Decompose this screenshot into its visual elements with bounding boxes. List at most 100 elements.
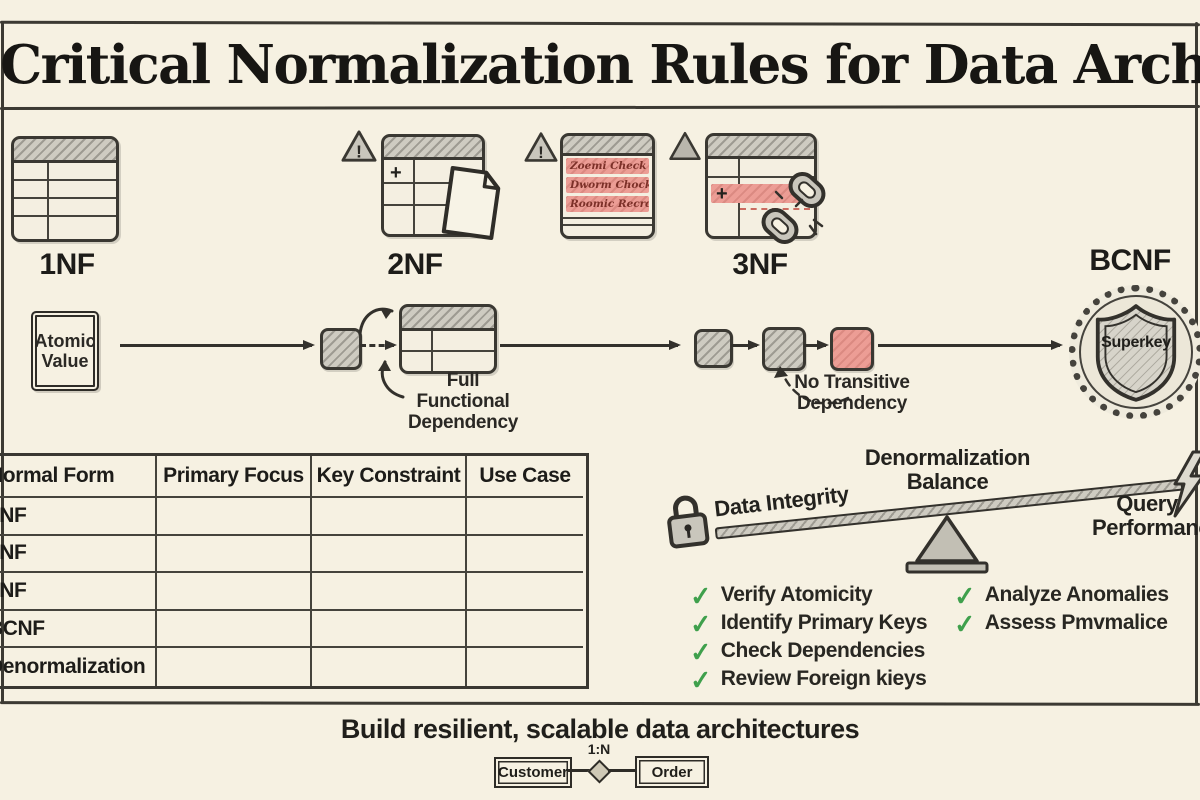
attribute-square [320,328,362,370]
atomic-value-label: Atomic Value [34,331,96,371]
checklist-text: Review Foreign kieys [720,667,927,690]
warning-icon: ! [524,132,558,162]
row-label: BCNF [0,611,155,649]
col-header: Primary Focus [155,456,310,498]
broken-chain-icon [761,171,826,245]
flow-table-icon [399,304,497,374]
document-icon [441,165,501,241]
grid-line [402,350,494,352]
left-border-line [1,22,4,704]
empty-cell [310,573,465,611]
grid-line [563,224,652,226]
attribute-square [694,329,733,368]
lightning-icon [1173,450,1200,518]
er-connector [608,769,635,772]
atomic-value-box: Atomic Value [31,311,99,391]
superkey-shield-icon [1095,304,1177,402]
stage-label-bcnf: BCNF [1089,244,1171,277]
flow-arrow [878,340,1063,350]
1nf-table-icon [11,136,119,242]
warning-icon: ! [341,130,377,162]
empty-cell [465,535,583,574]
row-label: 1NF [0,498,155,536]
er-cardinality: 1:N [587,741,611,757]
row-label: 3NF [0,573,155,611]
er-entity-customer: Customer [494,757,572,788]
flow-arrow-small [804,340,829,350]
plus-key-mark: + [716,183,728,205]
curved-arrow [358,307,394,336]
row-label: Denormalization [0,655,146,679]
grid-line [708,176,814,178]
checklist-text: Assess Pmvmalice [984,611,1168,634]
empty-cell [155,610,310,649]
grid-line [384,182,482,184]
flow-arrow-small [731,340,760,350]
checklist-text: Verify Atomicity [720,583,873,606]
bottom-border-line [0,701,1200,706]
empty-cell [310,498,465,536]
flow-arrow [120,340,315,350]
empty-cell [310,648,465,686]
dashed-arrow [360,340,397,350]
er-entity-label: Order [651,763,693,781]
er-connector [568,769,591,772]
check-icon: ✓ [688,664,713,696]
check-icon: ✓ [688,608,713,640]
fulcrum-icon [905,515,989,574]
checklist-text: Identify Primary Keys [720,611,928,634]
highlighted-row [711,184,811,203]
grid-line [14,179,116,181]
lock-icon [667,495,710,549]
check-icon: ✓ [952,580,977,612]
checklist-item: ✓ Check Dependencies [688,636,925,668]
grid-line [14,215,116,217]
empty-cell [155,573,310,611]
checklist-item: ✓ Verify Atomicity [688,580,873,612]
empty-cell [465,573,583,611]
check-icon: ✓ [688,636,713,668]
transitive-square-red [830,327,874,371]
attribute-square [762,327,806,371]
red-row: Roomic Recrd [566,196,649,212]
1nf-table-header [13,138,117,163]
empty-cell [465,610,583,649]
empty-cell [465,648,583,686]
col-header: Use Case [465,456,583,498]
svg-text:!: ! [538,143,544,162]
grid-line [563,217,652,219]
flow-arrow [500,340,681,350]
2nf-table-header [383,136,483,160]
stage-label-2nf: 2NF [387,248,443,281]
checklist-text: Check Dependencies [720,639,925,662]
empty-cell [155,535,310,574]
check-icon: ✓ [952,608,977,640]
checklist-text: Analyze Anomalies [984,583,1169,606]
curved-arrow [378,360,405,399]
stage-label-3nf: 3NF [732,248,788,281]
title-underline [0,104,1200,111]
anomaly-table-icon: Zoemi Check Dworm Chock Roomic Recrd [560,133,655,239]
triangle-icon [669,131,701,161]
red-row: Zoemi Check [566,158,649,174]
row-label: 2NF [0,536,155,574]
check-icon: ✓ [688,580,713,612]
empty-cell [155,498,310,536]
flow-table-header [401,306,495,331]
normalization-reference-table: Normal Form Primary Focus Key Constraint… [0,453,589,689]
footer-tagline: Build resilient, scalable data architect… [340,714,860,744]
stage-label-1nf: 1NF [39,248,95,281]
top-border-line [0,20,1200,27]
checklist-item: ✓ Analyze Anomalies [952,580,1169,612]
er-entity-order: Order [635,756,709,788]
3nf-table-header [707,135,815,159]
er-entity-label: Customer [497,764,568,781]
balance-title: Denormalization Balance [864,445,1031,494]
checklist-item: ✓ Identify Primary Keys [688,608,928,640]
superkey-label: Superkey [1101,334,1171,351]
checklist-item: ✓ Review Foreign kieys [688,664,927,696]
col-header: Key Constraint [310,456,465,498]
no-transitive-caption: No Transitive Dependency [794,372,910,414]
empty-cell [310,535,465,574]
